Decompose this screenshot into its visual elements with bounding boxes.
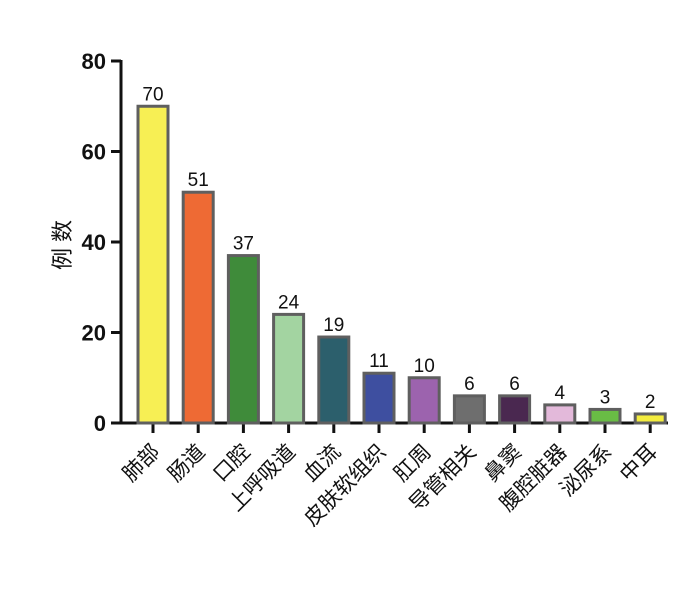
bar-value-label: 11 xyxy=(369,351,389,372)
bar xyxy=(633,412,667,425)
bar xyxy=(543,403,577,425)
bar xyxy=(317,335,351,425)
bar-value-label: 37 xyxy=(233,234,254,255)
category-label: 泌尿系 xyxy=(555,440,617,502)
bar xyxy=(588,407,622,425)
y-tick-label: 60 xyxy=(82,140,106,165)
bars xyxy=(136,104,667,425)
category-label: 肺部 xyxy=(118,440,165,487)
y-axis: 0 20 40 60 80 xyxy=(82,49,123,436)
category-label: 肠道 xyxy=(163,440,210,487)
bar-value-label: 10 xyxy=(414,356,435,377)
y-tick-label: 80 xyxy=(82,49,106,74)
bar-value-label: 3 xyxy=(600,387,611,408)
bar xyxy=(362,371,396,425)
bar xyxy=(226,254,260,425)
category-label: 皮肤软组织 xyxy=(299,440,390,531)
bar-value-label: 4 xyxy=(555,383,566,404)
bar xyxy=(272,312,306,425)
bar-value-label: 6 xyxy=(464,374,475,395)
y-axis-title: 例数 xyxy=(51,214,76,270)
bar-value-label: 70 xyxy=(142,84,163,105)
bar-value-label: 6 xyxy=(509,374,520,395)
y-tick-label: 0 xyxy=(94,411,106,436)
bar xyxy=(498,394,532,425)
bar xyxy=(136,104,170,425)
y-tick-label: 20 xyxy=(82,321,106,346)
bar xyxy=(181,190,215,425)
bar-value-label: 2 xyxy=(645,392,656,413)
bar-value-label: 19 xyxy=(323,315,344,336)
category-label: 中耳 xyxy=(615,440,662,487)
bar-value-label: 24 xyxy=(278,292,300,313)
data-labels: 70 51 37 24 19 11 10 6 6 4 3 2 xyxy=(142,84,655,413)
bar xyxy=(452,394,486,425)
y-tick-label: 40 xyxy=(82,230,106,255)
bar xyxy=(407,376,441,425)
bar-value-label: 51 xyxy=(188,170,209,191)
y-ticks: 0 20 40 60 80 xyxy=(82,49,121,436)
x-ticks xyxy=(151,423,652,433)
